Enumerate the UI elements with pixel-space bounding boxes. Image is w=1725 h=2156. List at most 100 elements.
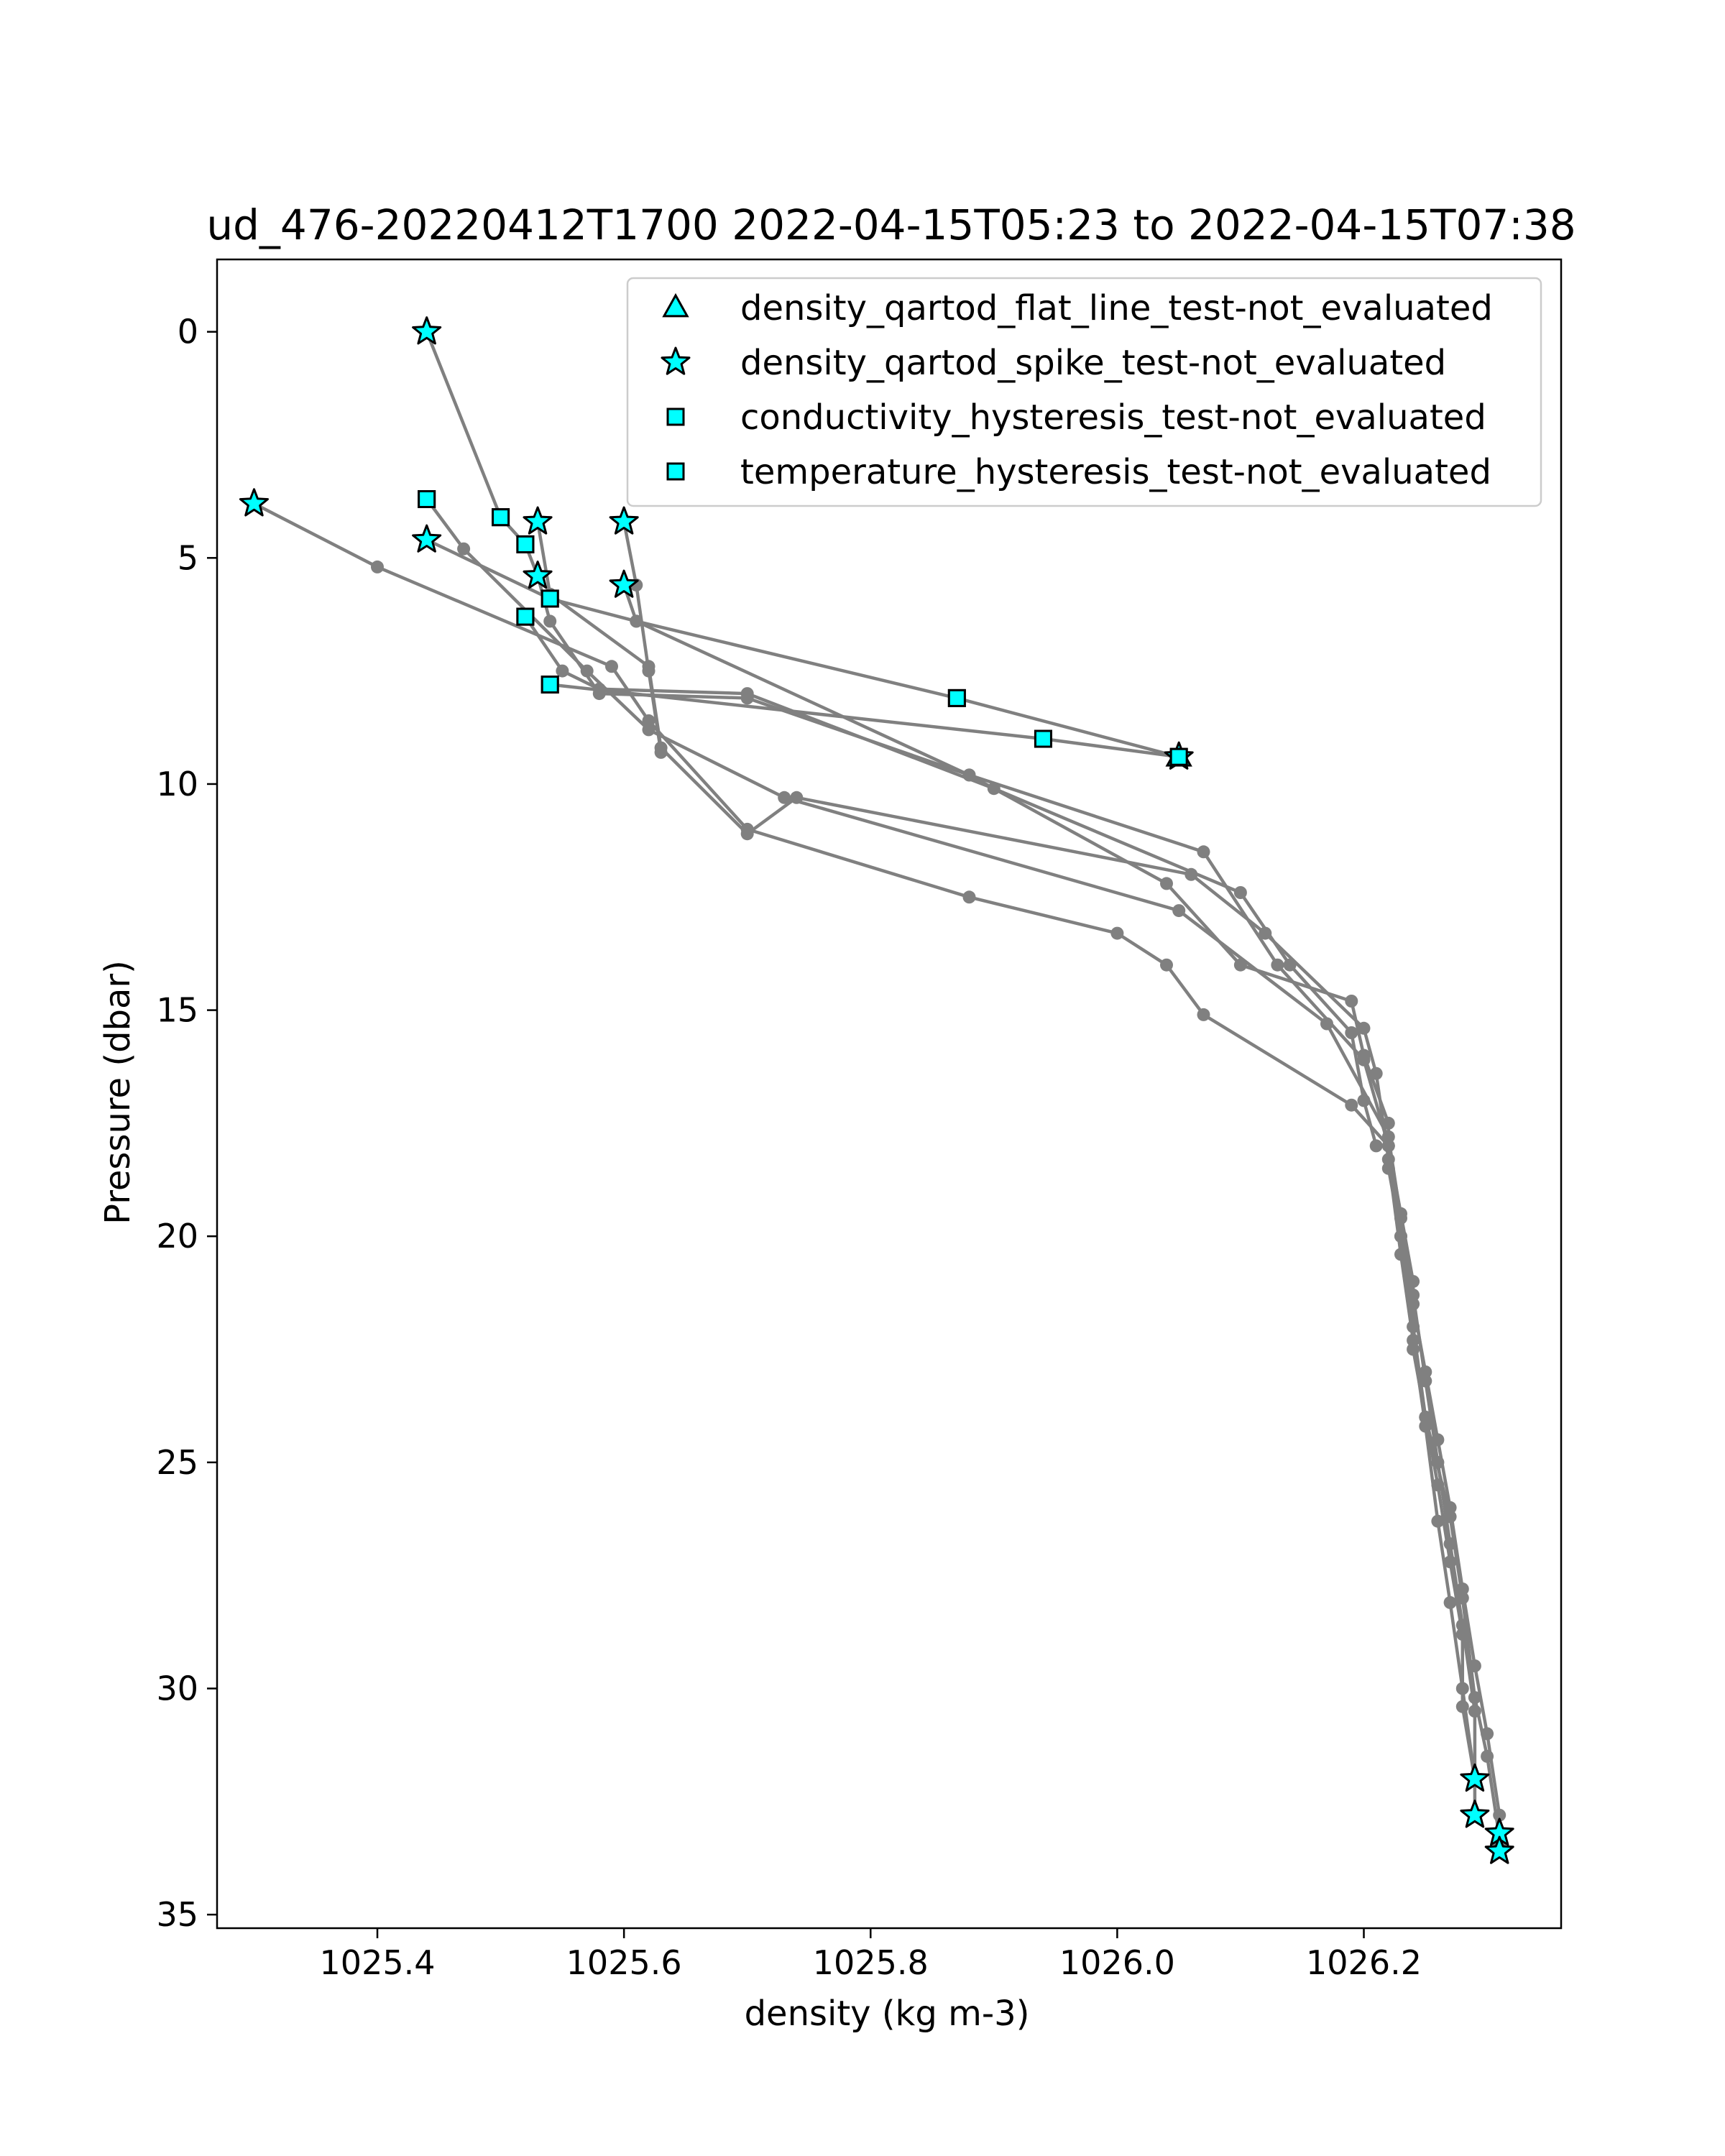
profile-point bbox=[1443, 1595, 1457, 1609]
legend-item-1: density_qartod_spike_test-not_evaluated bbox=[661, 343, 1446, 383]
legend-label: conductivity_hysteresis_test-not_evaluat… bbox=[740, 397, 1486, 438]
profile-point bbox=[1455, 1591, 1469, 1605]
profile-point bbox=[1369, 1139, 1383, 1153]
profile-point bbox=[556, 664, 569, 678]
x-tick-label: 1025.4 bbox=[320, 1943, 436, 1982]
y-tick-label: 15 bbox=[156, 991, 198, 1030]
qc-marker-square bbox=[418, 490, 436, 509]
profile-point bbox=[1197, 845, 1210, 859]
y-tick-label: 30 bbox=[156, 1669, 198, 1708]
legend-item-0: density_qartod_flat_line_test-not_evalua… bbox=[662, 288, 1493, 328]
profile-point bbox=[1431, 1514, 1445, 1528]
y-tick-label: 20 bbox=[156, 1217, 198, 1256]
legend-label: temperature_hysteresis_test-not_evaluate… bbox=[740, 452, 1491, 492]
profile-point bbox=[654, 745, 668, 759]
legend-label: density_qartod_spike_test-not_evaluated bbox=[740, 343, 1446, 383]
profile-point bbox=[642, 723, 656, 737]
x-tick-label: 1026.2 bbox=[1306, 1943, 1422, 1982]
legend-marker-square bbox=[666, 462, 685, 481]
profile-point bbox=[962, 890, 976, 904]
qc-marker-square bbox=[1169, 747, 1188, 766]
qc-marker-square bbox=[540, 589, 559, 608]
y-tick-label: 5 bbox=[178, 538, 198, 577]
profile-point bbox=[1357, 1021, 1371, 1035]
legend-box bbox=[626, 277, 1542, 507]
x-axis-label: density (kg m-3) bbox=[745, 1994, 1030, 2034]
profile-point bbox=[1394, 1248, 1407, 1261]
legend-item-3: temperature_hysteresis_test-not_evaluate… bbox=[666, 452, 1491, 492]
y-tick-label: 35 bbox=[156, 1895, 198, 1934]
qc-marker-star bbox=[609, 506, 639, 535]
profile-point bbox=[543, 614, 557, 628]
qc-marker-star bbox=[1484, 1835, 1514, 1864]
qc-marker-square bbox=[516, 535, 535, 553]
qc-markers bbox=[239, 316, 1514, 1864]
profile-line bbox=[426, 538, 1501, 1838]
profile-point bbox=[1407, 1334, 1420, 1347]
qc-marker-star bbox=[239, 488, 269, 517]
legend-marker-star bbox=[661, 346, 691, 375]
profile-point bbox=[1160, 877, 1173, 890]
profile-point bbox=[1283, 958, 1297, 972]
qc-marker-star bbox=[523, 506, 553, 535]
profile-line bbox=[622, 521, 663, 753]
qc-marker-square bbox=[516, 607, 535, 626]
qc-marker-star bbox=[412, 524, 442, 553]
profile-point bbox=[1357, 1094, 1371, 1107]
profile-point bbox=[740, 687, 754, 701]
chart-title: ud_476-20220412T1700 2022-04-15T05:23 to… bbox=[206, 201, 1576, 249]
legend-item-2: conductivity_hysteresis_test-not_evaluat… bbox=[666, 397, 1486, 438]
profile-point bbox=[1345, 1098, 1358, 1112]
x-tick-label: 1025.8 bbox=[813, 1943, 929, 1982]
profile-point bbox=[1197, 1008, 1210, 1021]
profile-point bbox=[371, 560, 384, 573]
profile-point bbox=[457, 542, 471, 556]
profile-point bbox=[987, 782, 1000, 796]
profile-line bbox=[524, 615, 1378, 1146]
qc-marker-square bbox=[947, 688, 966, 707]
profile-point bbox=[1419, 1419, 1432, 1433]
profile-point bbox=[1369, 1067, 1383, 1080]
profile-point bbox=[1259, 926, 1272, 940]
qc-marker-star bbox=[412, 316, 442, 345]
profile-point bbox=[1443, 1510, 1457, 1524]
x-tick-label: 1025.6 bbox=[566, 1943, 682, 1982]
axes: 1025.4 1025.6 1025.8 1026.0 1026.2 0 5 10 15 20 25… bbox=[156, 258, 1563, 1982]
profile-point bbox=[1172, 904, 1186, 918]
profile-point bbox=[580, 664, 594, 678]
profile-point bbox=[1345, 995, 1358, 1008]
profile-point bbox=[642, 714, 656, 727]
profile-line bbox=[425, 498, 1477, 1815]
legend-marker-triangle bbox=[662, 292, 689, 318]
y-axis-label: Pressure (dbar) bbox=[98, 960, 138, 1225]
profile-line bbox=[622, 584, 1179, 759]
qc-marker-star bbox=[523, 561, 553, 589]
profile-point bbox=[642, 664, 656, 678]
qc-marker-square bbox=[492, 508, 510, 527]
qc-marker-square bbox=[1034, 729, 1052, 748]
qc-marker-square bbox=[540, 676, 559, 694]
profile-point bbox=[1271, 958, 1284, 972]
profile-point bbox=[1468, 1691, 1481, 1705]
qc-marker-star bbox=[1460, 1800, 1490, 1828]
y-tick-label: 25 bbox=[156, 1443, 198, 1482]
y-tick-label: 0 bbox=[178, 313, 198, 351]
plot-frame bbox=[216, 258, 1563, 1930]
legend-label: density_qartod_flat_line_test-not_evalua… bbox=[740, 288, 1493, 328]
profile-point bbox=[740, 827, 754, 841]
profile-point bbox=[1160, 958, 1173, 972]
legend: density_qartod_flat_line_test-not_evalua… bbox=[626, 277, 1542, 507]
marker-series-3 bbox=[418, 490, 1188, 766]
profile-point bbox=[1345, 1026, 1358, 1039]
qc-marker-star bbox=[1460, 1763, 1490, 1792]
qc-marker-star bbox=[609, 569, 639, 598]
profile-point bbox=[1381, 1153, 1395, 1166]
profile-point bbox=[1233, 886, 1247, 899]
legend-marker-square bbox=[666, 407, 685, 426]
profile-point bbox=[790, 791, 804, 804]
x-tick-label: 1026.0 bbox=[1059, 1943, 1175, 1982]
profile-point bbox=[605, 660, 618, 673]
profile-point bbox=[1110, 926, 1124, 940]
profile-point bbox=[1357, 1053, 1371, 1067]
